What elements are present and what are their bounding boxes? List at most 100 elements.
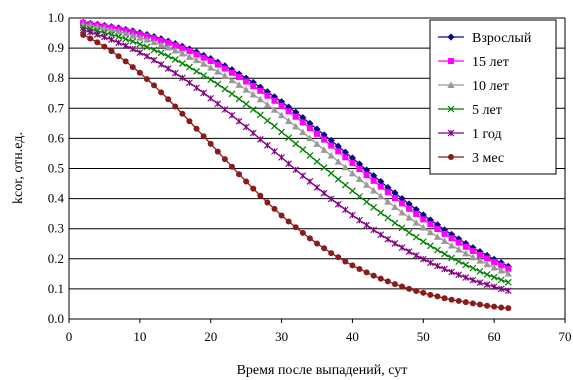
x-tick-label: 60 xyxy=(488,329,501,344)
data-point xyxy=(306,178,314,185)
data-point xyxy=(427,291,434,298)
data-point xyxy=(115,27,123,35)
data-point xyxy=(235,95,243,103)
data-point xyxy=(186,79,193,87)
data-point xyxy=(236,73,243,80)
data-point xyxy=(335,148,342,155)
data-point xyxy=(349,211,356,219)
data-point xyxy=(455,271,463,279)
data-point xyxy=(221,85,229,93)
tick-labels: 0.0 0.1 0.2 0.3 0.4 0.5 0.6 0.7 0.8 0.9 1.0 0 10 20 30… xyxy=(48,10,572,344)
x-tick-label: 50 xyxy=(417,329,430,344)
data-point xyxy=(434,226,441,233)
data-point xyxy=(271,205,278,212)
data-point xyxy=(263,101,271,108)
data-point xyxy=(115,33,123,41)
legend-item: 10 лет xyxy=(438,79,509,94)
data-point xyxy=(171,46,179,54)
data-point xyxy=(434,293,441,300)
data-point xyxy=(285,160,293,168)
data-point xyxy=(355,175,364,183)
data-point xyxy=(264,92,271,99)
data-point xyxy=(171,69,179,77)
data-point xyxy=(440,237,449,245)
data-point xyxy=(228,111,236,119)
data-point xyxy=(348,154,357,162)
data-point xyxy=(341,148,349,156)
data-point xyxy=(313,184,321,191)
data-point xyxy=(186,48,193,55)
x-tick-label: 10 xyxy=(133,329,146,344)
data-point xyxy=(158,37,165,44)
data-point xyxy=(157,49,165,57)
data-point xyxy=(370,186,378,194)
data-point xyxy=(405,213,413,221)
data-point xyxy=(249,129,257,137)
data-point xyxy=(292,113,299,120)
data-point xyxy=(426,228,434,236)
data-point xyxy=(214,148,221,155)
data-point xyxy=(426,259,434,267)
data-point xyxy=(341,206,349,214)
data-point xyxy=(327,195,335,203)
data-point xyxy=(434,262,441,270)
data-point xyxy=(356,166,363,173)
data-point xyxy=(412,219,420,226)
data-point xyxy=(129,31,137,39)
data-point xyxy=(221,72,229,79)
data-point xyxy=(221,156,228,163)
data-point xyxy=(384,235,392,243)
data-point xyxy=(214,100,222,108)
y-tick-label: 0.2 xyxy=(48,251,64,266)
data-point xyxy=(200,72,208,79)
data-point xyxy=(200,133,207,140)
data-point xyxy=(165,96,172,103)
data-point xyxy=(87,35,94,42)
data-point xyxy=(277,111,286,119)
data-point xyxy=(455,258,463,265)
data-point xyxy=(455,245,463,253)
data-point xyxy=(179,110,186,117)
data-point xyxy=(398,224,406,232)
data-point xyxy=(484,302,491,309)
data-point xyxy=(462,243,469,250)
data-point xyxy=(228,76,236,84)
data-point xyxy=(321,136,328,143)
data-point xyxy=(455,297,462,304)
data-point xyxy=(377,209,385,217)
series-3 xyxy=(79,24,512,286)
data-point xyxy=(157,41,165,48)
data-point xyxy=(292,166,300,174)
data-point xyxy=(469,247,476,254)
data-point xyxy=(108,31,115,38)
data-point xyxy=(243,178,250,185)
data-point xyxy=(327,151,335,159)
data-point xyxy=(171,56,179,63)
data-point xyxy=(498,262,505,269)
series-2 xyxy=(79,20,512,277)
x-axis-title: Время после выпадений, сут xyxy=(237,363,408,378)
legend-item: 5 лет xyxy=(438,103,502,118)
data-point xyxy=(370,177,377,184)
data-point xyxy=(363,269,370,276)
data-point xyxy=(250,83,257,90)
data-point xyxy=(306,119,314,127)
x-tick-label: 70 xyxy=(559,329,572,344)
data-point xyxy=(271,147,278,155)
data-point xyxy=(178,49,186,57)
data-point xyxy=(349,160,356,167)
y-tick-label: 0.7 xyxy=(48,100,65,115)
data-point xyxy=(448,230,456,239)
y-tick-label: 0.5 xyxy=(48,161,64,176)
data-point xyxy=(412,252,420,259)
data-point xyxy=(143,33,150,40)
data-point xyxy=(101,33,108,41)
legend-label: 5 лет xyxy=(472,103,502,118)
y-tick-label: 0.1 xyxy=(48,281,64,296)
data-point xyxy=(214,80,222,88)
data-point xyxy=(129,38,137,45)
y-tick-label: 0.9 xyxy=(48,40,64,55)
data-point xyxy=(172,42,179,49)
data-point xyxy=(299,114,307,122)
data-point xyxy=(136,69,143,76)
